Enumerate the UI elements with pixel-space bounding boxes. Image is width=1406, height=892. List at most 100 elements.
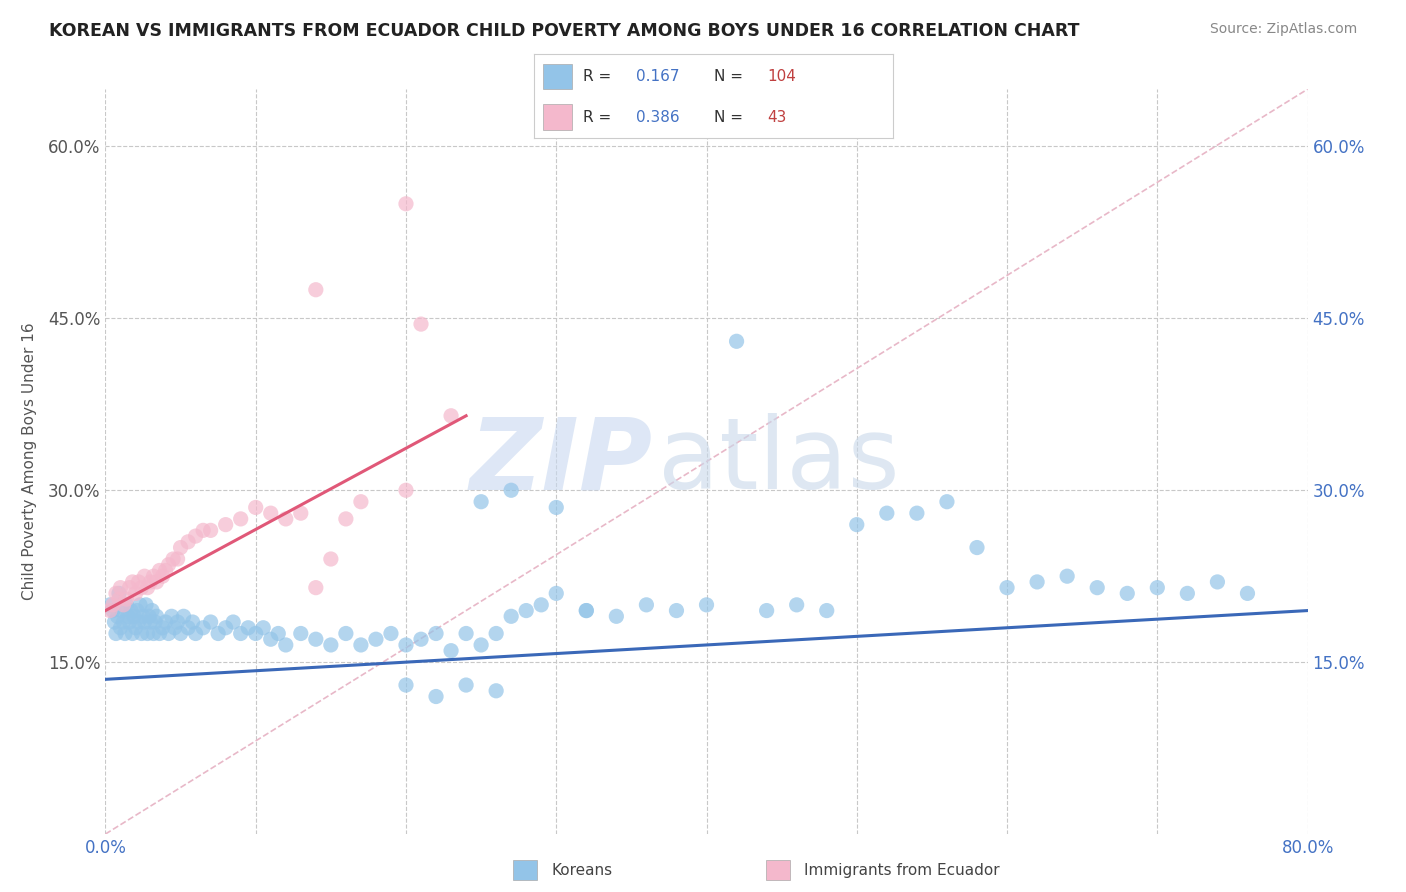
Point bbox=[134, 615, 156, 629]
Point bbox=[184, 626, 207, 640]
Point bbox=[1056, 569, 1078, 583]
Point bbox=[409, 317, 432, 331]
Point bbox=[125, 603, 148, 617]
Point bbox=[267, 626, 290, 640]
Text: Immigrants from Ecuador: Immigrants from Ecuador bbox=[804, 863, 1000, 878]
Point bbox=[128, 615, 150, 629]
Point bbox=[141, 603, 163, 617]
Point bbox=[98, 603, 121, 617]
Point bbox=[425, 690, 447, 704]
Point bbox=[111, 603, 134, 617]
Y-axis label: Child Poverty Among Boys Under 16: Child Poverty Among Boys Under 16 bbox=[22, 323, 37, 600]
Point bbox=[139, 615, 162, 629]
Point bbox=[108, 592, 131, 607]
Point bbox=[169, 626, 191, 640]
Point bbox=[148, 626, 170, 640]
Text: 104: 104 bbox=[768, 69, 796, 84]
Point bbox=[245, 500, 267, 515]
Text: atlas: atlas bbox=[658, 413, 900, 510]
Point bbox=[131, 581, 153, 595]
Point bbox=[162, 552, 184, 566]
Point bbox=[152, 569, 174, 583]
Point bbox=[1206, 574, 1229, 589]
Text: 0.167: 0.167 bbox=[637, 69, 681, 84]
Point bbox=[395, 483, 418, 498]
Point bbox=[160, 609, 183, 624]
Point bbox=[936, 494, 959, 508]
Point bbox=[108, 586, 131, 600]
Point bbox=[305, 283, 328, 297]
Point bbox=[135, 598, 157, 612]
FancyBboxPatch shape bbox=[543, 63, 572, 89]
Point bbox=[905, 506, 928, 520]
Text: KOREAN VS IMMIGRANTS FROM ECUADOR CHILD POVERTY AMONG BOYS UNDER 16 CORRELATION : KOREAN VS IMMIGRANTS FROM ECUADOR CHILD … bbox=[49, 22, 1080, 40]
Point bbox=[104, 586, 127, 600]
Point bbox=[470, 638, 492, 652]
Point bbox=[440, 409, 463, 423]
Point bbox=[112, 615, 135, 629]
Text: N =: N = bbox=[714, 69, 748, 84]
Point bbox=[124, 586, 146, 600]
Text: R =: R = bbox=[582, 110, 616, 125]
Point bbox=[725, 334, 748, 349]
Point bbox=[501, 483, 523, 498]
Point bbox=[134, 569, 156, 583]
Point bbox=[409, 632, 432, 647]
Point bbox=[470, 494, 492, 508]
Point bbox=[98, 598, 121, 612]
Text: 43: 43 bbox=[768, 110, 787, 125]
Point bbox=[136, 581, 159, 595]
Point bbox=[142, 569, 165, 583]
Point bbox=[157, 626, 180, 640]
Point bbox=[1236, 586, 1258, 600]
Point bbox=[142, 626, 165, 640]
Point bbox=[222, 615, 245, 629]
Point bbox=[139, 574, 162, 589]
Point bbox=[136, 626, 159, 640]
Point bbox=[112, 598, 135, 612]
Point bbox=[290, 626, 312, 640]
Point bbox=[104, 626, 127, 640]
Point bbox=[214, 517, 236, 532]
Point bbox=[121, 626, 143, 640]
Text: R =: R = bbox=[582, 69, 616, 84]
Point bbox=[575, 603, 598, 617]
Point bbox=[173, 609, 195, 624]
Point bbox=[966, 541, 988, 555]
Point bbox=[456, 678, 478, 692]
Point bbox=[260, 632, 283, 647]
Text: 0.386: 0.386 bbox=[637, 110, 681, 125]
Point bbox=[129, 598, 152, 612]
Point bbox=[815, 603, 838, 617]
Point bbox=[143, 615, 166, 629]
Point bbox=[131, 626, 153, 640]
Point bbox=[395, 196, 418, 211]
Text: ZIP: ZIP bbox=[470, 413, 652, 510]
Point bbox=[155, 564, 177, 578]
Point bbox=[395, 678, 418, 692]
Point bbox=[117, 609, 139, 624]
Point bbox=[101, 603, 124, 617]
Point bbox=[605, 609, 627, 624]
Point bbox=[166, 552, 188, 566]
Text: Source: ZipAtlas.com: Source: ZipAtlas.com bbox=[1209, 22, 1357, 37]
Point bbox=[128, 574, 150, 589]
Point bbox=[786, 598, 808, 612]
Point bbox=[530, 598, 553, 612]
Point bbox=[546, 586, 568, 600]
Point bbox=[120, 603, 142, 617]
Point bbox=[110, 621, 132, 635]
Point bbox=[132, 609, 155, 624]
Point bbox=[335, 626, 357, 640]
Point bbox=[425, 626, 447, 640]
Point bbox=[274, 638, 297, 652]
Point bbox=[110, 581, 132, 595]
Point bbox=[335, 512, 357, 526]
Point bbox=[501, 609, 523, 624]
Point bbox=[1177, 586, 1199, 600]
Point bbox=[200, 524, 222, 538]
Point bbox=[260, 506, 283, 520]
Text: Koreans: Koreans bbox=[551, 863, 612, 878]
Point bbox=[145, 574, 167, 589]
Point bbox=[103, 615, 125, 629]
